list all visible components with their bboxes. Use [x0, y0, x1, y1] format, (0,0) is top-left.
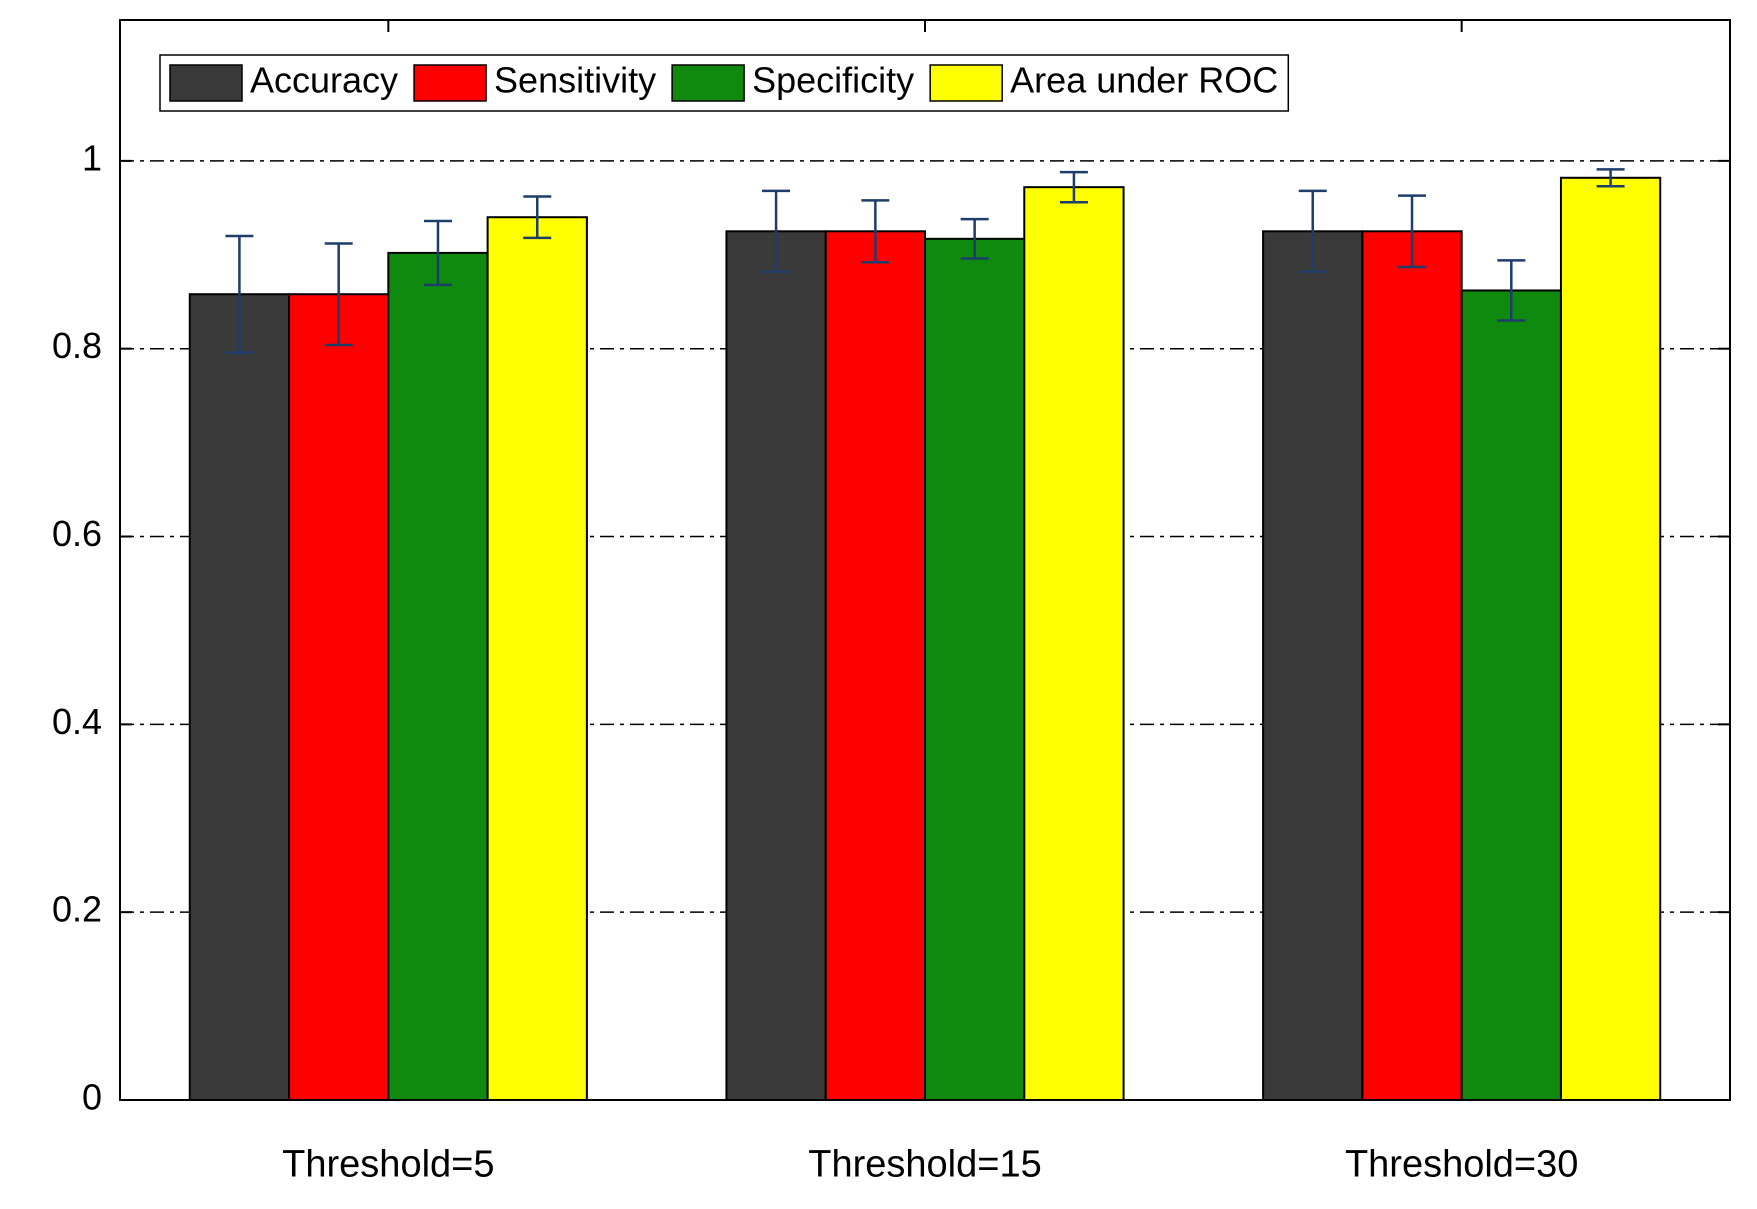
legend-swatch	[170, 65, 242, 101]
legend-swatch	[414, 65, 486, 101]
bar	[925, 239, 1024, 1100]
x-group-label: Threshold=15	[808, 1143, 1041, 1185]
bar	[488, 217, 587, 1100]
chart-svg: 0 0.2 0.4 0.6 0.8 1 Threshold=5 Threshold=15 Thr…	[0, 0, 1757, 1209]
y-tick-label: 0.4	[52, 701, 102, 742]
bar	[826, 231, 925, 1100]
y-tick-label: 0	[82, 1077, 102, 1118]
legend-label: Area under ROC	[1010, 60, 1278, 101]
bar	[1024, 187, 1123, 1100]
legend: Accuracy Sensitivity Specificity Area under…	[160, 55, 1288, 111]
bar	[388, 253, 487, 1100]
bar	[1263, 231, 1362, 1100]
legend-label: Accuracy	[250, 60, 398, 101]
legend-label: Specificity	[752, 60, 914, 101]
x-group-label: Threshold=5	[282, 1143, 494, 1185]
bar	[1462, 290, 1561, 1100]
bar-chart: 0 0.2 0.4 0.6 0.8 1 Threshold=5 Threshold=15 Thr…	[0, 0, 1757, 1209]
legend-swatch	[930, 65, 1002, 101]
legend-swatch	[672, 65, 744, 101]
bar	[726, 231, 825, 1100]
y-tick-label: 1	[82, 137, 102, 178]
y-tick-label: 0.8	[52, 325, 102, 366]
bar	[289, 294, 388, 1100]
x-group-label: Threshold=30	[1345, 1143, 1578, 1185]
y-tick-label: 0.2	[52, 889, 102, 930]
bar	[190, 294, 289, 1100]
y-tick-label: 0.6	[52, 513, 102, 554]
bar	[1561, 178, 1660, 1100]
legend-label: Sensitivity	[494, 60, 656, 101]
bar	[1362, 231, 1461, 1100]
